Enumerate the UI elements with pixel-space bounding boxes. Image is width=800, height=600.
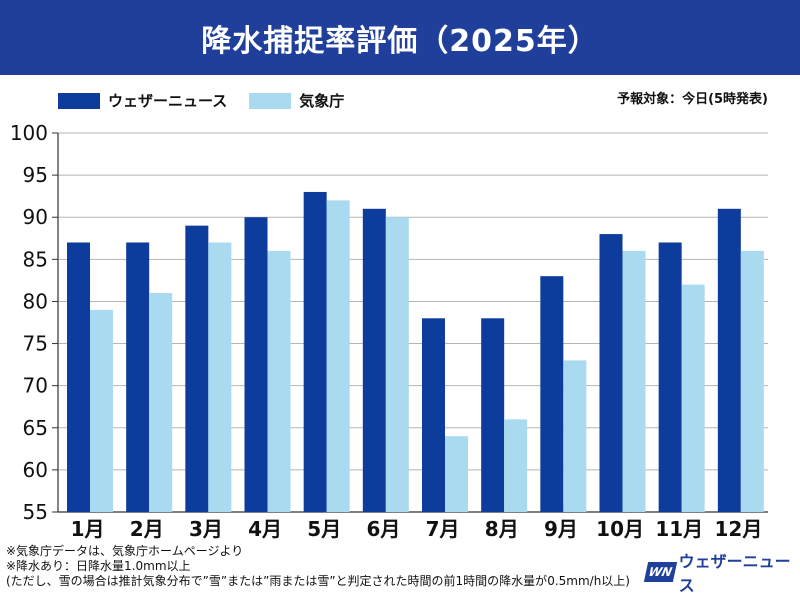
bar-weathernews-3	[185, 225, 209, 512]
x-tick-label-4: 4月	[248, 517, 282, 540]
x-tick-label-9: 9月	[544, 517, 578, 540]
x-tick-label-12: 12月	[714, 517, 762, 540]
bar-jma-11	[681, 284, 705, 512]
legend: ウェザーニュース 気象庁	[58, 90, 366, 111]
page-title-text: 降水捕捉率評価（2025年）	[201, 23, 599, 59]
logo-text: ウェザーニュース	[678, 552, 791, 595]
y-tick-label-65: 65	[23, 416, 48, 440]
bar-jma-3	[208, 242, 232, 512]
y-tick-label-95: 95	[23, 163, 48, 187]
footnotes: ※気象庁データは、気象庁ホームページより ※降水あり：日降水量1.0mm以上 (…	[6, 544, 630, 589]
bar-weathernews-10	[599, 234, 623, 513]
y-tick-label-70: 70	[23, 374, 48, 398]
x-tick-label-7: 7月	[426, 517, 460, 540]
bar-weathernews-2	[126, 242, 150, 512]
x-tick-label-10: 10月	[596, 517, 644, 540]
bar-jma-10	[622, 250, 646, 512]
bar-chart: 55 60 65 70 75 80 85 90 95 100 1月 2月 3月 4月 5月 6月 7月 8月 9月 1…	[10, 121, 768, 540]
y-tick-label-85: 85	[23, 247, 48, 271]
x-tick-label-6: 6月	[366, 517, 400, 540]
bar-weathernews-5	[303, 191, 327, 512]
weathernews-logo: WN ウェザーニュース	[643, 548, 800, 596]
x-tick-label-1: 1月	[71, 517, 105, 540]
x-tick-label-2: 2月	[130, 517, 164, 540]
x-tick-label-11: 11月	[655, 517, 703, 540]
legend-swatch-weathernews	[58, 92, 100, 109]
bar-jma-4	[267, 250, 291, 512]
x-tick-label-8: 8月	[485, 517, 519, 540]
footnote-3: (ただし、雪の場合は推計気象分布で”雪”または”雨または雪”と判定された時間の前…	[6, 574, 630, 588]
y-tick-label-55: 55	[23, 500, 48, 524]
bar-jma-8	[504, 419, 528, 512]
bar-weathernews-6	[362, 208, 386, 513]
bar-weathernews-9	[540, 276, 564, 512]
bar-jma-9	[563, 360, 587, 512]
legend-swatch-jma	[249, 92, 292, 109]
bar-weathernews-4	[244, 217, 268, 512]
y-tick-label-75: 75	[23, 332, 48, 356]
bar-jma-2	[149, 293, 173, 512]
legend-label-jma: 気象庁	[299, 92, 345, 110]
bar-weathernews-8	[481, 318, 505, 512]
bar-jma-1	[90, 309, 113, 512]
legend-label-weathernews: ウェザーニュース	[108, 92, 228, 110]
legend-item-jma: 気象庁	[249, 90, 344, 111]
bar-jma-6	[385, 217, 409, 512]
bar-weathernews-12	[717, 208, 741, 513]
footnote-1: ※気象庁データは、気象庁ホームページより	[6, 544, 244, 558]
bar-jma-12	[740, 250, 764, 512]
bar-jma-5	[326, 200, 350, 512]
logo-mark-icon: WN	[643, 562, 677, 582]
bar-weathernews-1	[67, 242, 90, 512]
forecast-target-note: 予報対象：今日(5時発表)	[617, 92, 768, 107]
bar-jma-7	[445, 436, 468, 512]
x-tick-label-5: 5月	[307, 517, 341, 540]
bar-weathernews-7	[422, 318, 445, 512]
page-title: 降水捕捉率評価（2025年）	[0, 0, 800, 75]
x-tick-label-3: 3月	[189, 517, 223, 540]
y-tick-label-90: 90	[23, 205, 48, 229]
y-tick-label-80: 80	[23, 289, 48, 313]
bar-weathernews-11	[658, 242, 682, 512]
footnote-2: ※降水あり：日降水量1.0mm以上	[6, 559, 191, 573]
legend-item-weathernews: ウェザーニュース	[58, 90, 227, 111]
y-tick-label-60: 60	[23, 458, 48, 482]
y-tick-label-100: 100	[10, 121, 48, 145]
